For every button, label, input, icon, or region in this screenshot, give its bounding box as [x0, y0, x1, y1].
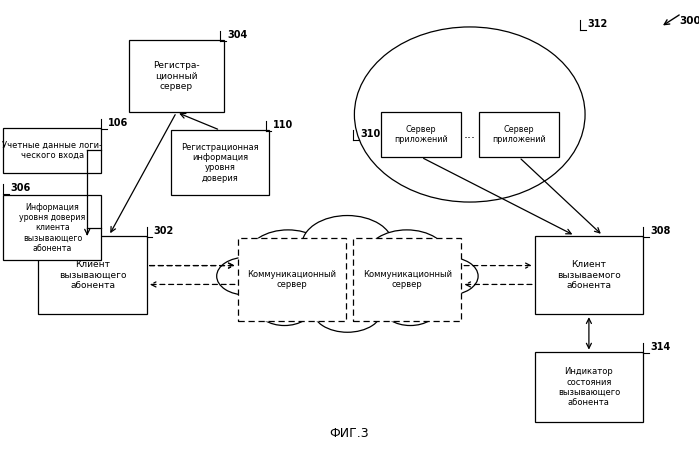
- FancyBboxPatch shape: [535, 236, 643, 314]
- Circle shape: [312, 287, 382, 332]
- Text: Коммуникационный
сервер: Коммуникационный сервер: [363, 270, 452, 289]
- Text: 308: 308: [650, 226, 670, 236]
- Circle shape: [217, 257, 275, 295]
- Text: 110: 110: [273, 120, 293, 130]
- Text: 300: 300: [679, 16, 699, 26]
- Circle shape: [247, 230, 329, 282]
- Text: Регистрационная
информация
уровня
доверия: Регистрационная информация уровня довери…: [181, 143, 259, 183]
- FancyBboxPatch shape: [3, 128, 101, 173]
- Text: Клиент
вызывающего
абонента: Клиент вызывающего абонента: [59, 260, 127, 290]
- FancyBboxPatch shape: [129, 40, 224, 112]
- Circle shape: [366, 230, 447, 282]
- FancyBboxPatch shape: [38, 236, 147, 314]
- Text: Информация
уровня доверия
клиента
вызывающего
абонента: Информация уровня доверия клиента вызыва…: [20, 202, 85, 253]
- Text: Сервер
приложений: Сервер приложений: [394, 125, 448, 145]
- FancyBboxPatch shape: [3, 195, 101, 260]
- FancyBboxPatch shape: [171, 130, 269, 195]
- Circle shape: [257, 290, 312, 326]
- FancyBboxPatch shape: [381, 112, 461, 157]
- Text: ФИГ.3: ФИГ.3: [330, 427, 369, 440]
- Text: Учетные данные логи-
ческого входа: Учетные данные логи- ческого входа: [2, 141, 103, 160]
- Text: Коммуникационный
сервер: Коммуникационный сервер: [247, 270, 336, 289]
- FancyBboxPatch shape: [239, 247, 456, 310]
- Text: 304: 304: [227, 31, 247, 40]
- FancyBboxPatch shape: [535, 352, 643, 422]
- Circle shape: [382, 290, 438, 326]
- Text: Сервер
приложений: Сервер приложений: [492, 125, 546, 145]
- Text: Индикатор
состояния
вызывающего
абонента: Индикатор состояния вызывающего абонента: [558, 367, 620, 407]
- Text: 312: 312: [587, 19, 607, 29]
- Text: 306: 306: [10, 183, 31, 193]
- FancyBboxPatch shape: [479, 112, 559, 157]
- Text: 302: 302: [154, 226, 174, 236]
- FancyBboxPatch shape: [238, 238, 346, 321]
- Text: Регистра-
ционный
сервер: Регистра- ционный сервер: [153, 62, 200, 91]
- Ellipse shape: [354, 27, 585, 202]
- Text: 314: 314: [650, 343, 670, 352]
- Circle shape: [419, 257, 478, 295]
- Text: ...: ...: [464, 128, 476, 141]
- FancyBboxPatch shape: [353, 238, 461, 321]
- Text: 106: 106: [108, 118, 129, 128]
- Text: Клиент
вызываемого
абонента: Клиент вызываемого абонента: [557, 260, 621, 290]
- Text: 310: 310: [360, 129, 380, 139]
- Circle shape: [302, 216, 393, 274]
